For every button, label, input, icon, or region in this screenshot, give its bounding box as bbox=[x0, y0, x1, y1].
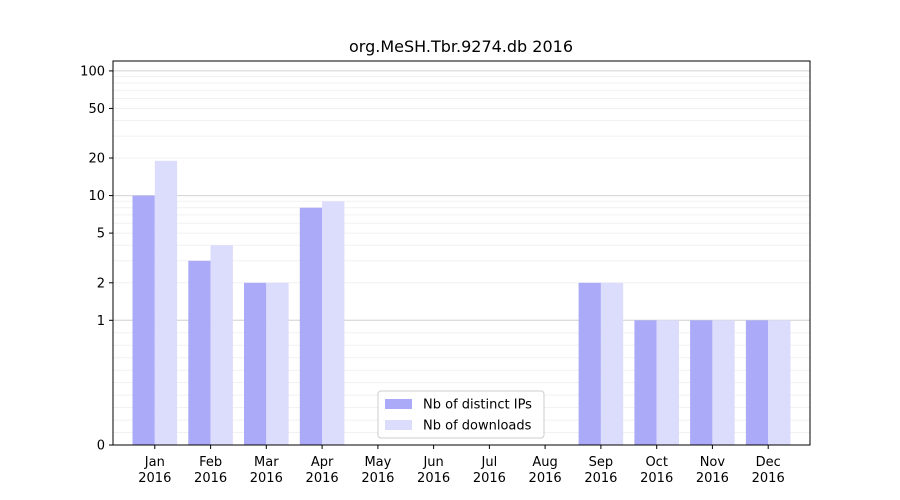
y-tick-label: 1 bbox=[97, 314, 105, 329]
legend: Nb of distinct IPs Nb of downloads bbox=[377, 390, 545, 439]
x-tick-label-year: 2016 bbox=[640, 471, 673, 486]
x-tick-label-month: May bbox=[364, 455, 391, 470]
bar-distinct-ips bbox=[188, 260, 211, 445]
plot-frame bbox=[112, 60, 811, 446]
axes: 0125102050100Jan2016Feb2016Mar2016Apr201… bbox=[80, 60, 811, 486]
y-tick-label: 100 bbox=[80, 64, 105, 79]
x-tick-label-month: Mar bbox=[254, 455, 279, 470]
legend-label: Nb of downloads bbox=[423, 419, 532, 434]
x-tick-label-month: Oct bbox=[645, 455, 667, 470]
x-tick-label-year: 2016 bbox=[417, 471, 450, 486]
x-tick-label-year: 2016 bbox=[138, 471, 171, 486]
legend-label: Nb of distinct IPs bbox=[423, 398, 532, 413]
x-tick-label-month: Sep bbox=[589, 455, 614, 470]
x-tick-label-year: 2016 bbox=[752, 471, 785, 486]
x-tick-label-year: 2016 bbox=[361, 471, 394, 486]
x-tick-label-month: Feb bbox=[199, 455, 222, 470]
bar-distinct-ips bbox=[299, 207, 323, 445]
bar-distinct-ips bbox=[578, 282, 601, 445]
legend-swatch bbox=[385, 399, 412, 409]
bar-distinct-ips bbox=[634, 320, 657, 445]
bar-downloads bbox=[656, 320, 679, 445]
y-tick-label: 20 bbox=[88, 152, 105, 167]
x-tick-label-month: Aug bbox=[532, 455, 557, 470]
x-tick-label-year: 2016 bbox=[306, 471, 339, 486]
x-tick-label-month: Jun bbox=[422, 455, 443, 470]
x-tick-label-year: 2016 bbox=[529, 471, 562, 486]
legend-swatch bbox=[385, 420, 412, 430]
x-tick-label-month: Apr bbox=[311, 455, 334, 470]
y-tick-label: 0 bbox=[97, 439, 105, 454]
bar-distinct-ips bbox=[132, 195, 155, 445]
bars bbox=[132, 160, 791, 446]
x-tick-label-month: Jan bbox=[144, 455, 165, 470]
bar-downloads bbox=[266, 282, 289, 445]
bar-distinct-ips bbox=[745, 320, 769, 445]
x-tick-label-month: Dec bbox=[756, 455, 781, 470]
bar-downloads bbox=[210, 245, 233, 445]
x-tick-label-year: 2016 bbox=[194, 471, 227, 486]
x-tick-label-year: 2016 bbox=[473, 471, 506, 486]
chart-title: org.MeSH.Tbr.9274.db 2016 bbox=[349, 37, 573, 56]
x-tick-label-year: 2016 bbox=[584, 471, 617, 486]
bar-distinct-ips bbox=[244, 282, 267, 445]
x-tick-label-month: Jul bbox=[481, 455, 498, 470]
bar-downloads bbox=[322, 201, 345, 445]
bar-downloads bbox=[712, 320, 735, 445]
legend-box bbox=[377, 390, 545, 439]
x-tick-label-year: 2016 bbox=[250, 471, 283, 486]
bar-distinct-ips bbox=[690, 320, 713, 445]
y-tick-label: 5 bbox=[97, 227, 105, 242]
bar-downloads bbox=[154, 160, 178, 446]
y-tick-label: 10 bbox=[88, 189, 105, 204]
bar-downloads bbox=[600, 282, 624, 445]
bar-downloads bbox=[768, 320, 791, 445]
y-tick-label: 2 bbox=[97, 276, 105, 291]
x-tick-label-month: Nov bbox=[700, 455, 726, 470]
y-tick-label: 50 bbox=[88, 102, 105, 117]
x-tick-label-year: 2016 bbox=[696, 471, 729, 486]
